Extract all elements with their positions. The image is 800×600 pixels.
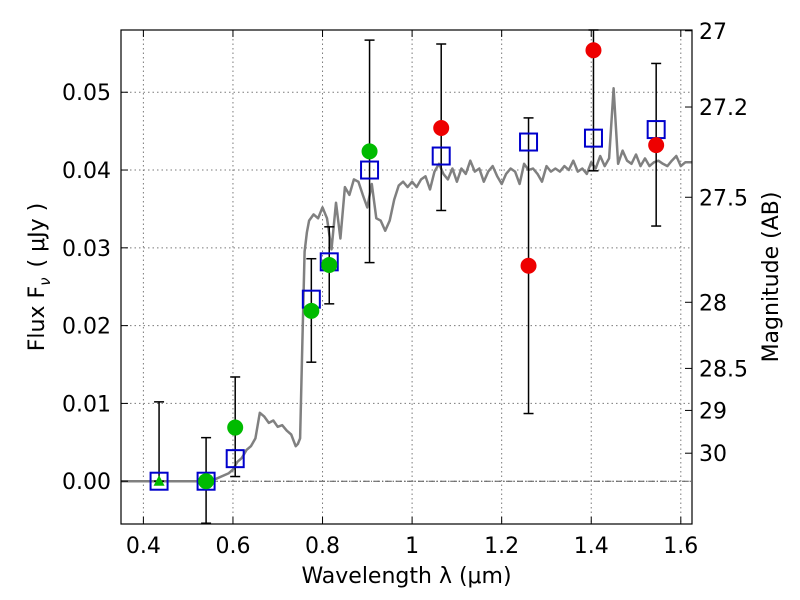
x-tick-label: 1.4 — [574, 534, 609, 559]
right-tick-label: 29 — [699, 399, 727, 424]
y-tick-label: 0.01 — [62, 392, 111, 417]
nir-point — [433, 120, 450, 137]
y-tick-label: 0.05 — [62, 81, 111, 106]
y-axis-title: Flux Fν ( μJy ) — [25, 203, 54, 351]
model-point — [431, 146, 451, 166]
ticks: 0.4 0.6 0.8 1 1.2 1.4 1.6 0.00 0.01 0.02 0.03 0.04 0… — [62, 20, 748, 559]
nir-point — [585, 42, 602, 59]
optical-point — [198, 473, 215, 490]
upper-limit-point — [153, 475, 165, 486]
model-point — [360, 160, 380, 180]
nir-point — [648, 137, 665, 154]
model-point — [196, 471, 216, 491]
x-tick-label: 1 — [405, 534, 419, 559]
x-tick-label: 0.8 — [305, 534, 340, 559]
model-point — [149, 471, 169, 491]
y-tick-label: 0.03 — [62, 237, 111, 262]
right-tick-label: 28 — [699, 291, 727, 316]
y-axis-title-subscript: ν — [36, 277, 54, 285]
spectrum — [121, 87, 692, 483]
right-tick-label: 30 — [699, 442, 727, 467]
y-axis-title-unit: ( μJy ) — [25, 203, 50, 268]
y-axis-title-main: Flux F — [25, 286, 50, 351]
right-tick-label: 27 — [699, 20, 727, 45]
optical-point — [361, 143, 378, 160]
y-tick-label: 0.02 — [62, 315, 111, 340]
spectrum-line — [121, 87, 692, 483]
optical-point — [303, 302, 320, 319]
x-tick-label: 0.6 — [215, 534, 250, 559]
model-point — [519, 132, 539, 152]
error-bar — [154, 401, 165, 482]
right-axis-title: Magnitude (AB) — [759, 192, 784, 363]
nir-point — [520, 257, 537, 274]
right-tick-label: 28.5 — [699, 357, 748, 382]
markers — [149, 42, 666, 491]
grid — [121, 30, 692, 524]
model-point — [225, 449, 245, 469]
optical-point — [227, 419, 244, 436]
plot-frame — [120, 29, 693, 525]
x-tick-label: 1.2 — [484, 534, 519, 559]
y-tick-label: 0.04 — [62, 159, 111, 184]
x-tick-label: 1.6 — [663, 534, 698, 559]
y-tick-label: 0.00 — [62, 470, 111, 495]
model-point — [583, 128, 603, 148]
right-tick-label: 27.5 — [699, 186, 748, 211]
right-tick-label: 27.2 — [699, 96, 748, 121]
optical-point — [321, 256, 338, 273]
x-axis-title: Wavelength λ (μm) — [301, 564, 511, 589]
x-tick-label: 0.4 — [126, 534, 161, 559]
